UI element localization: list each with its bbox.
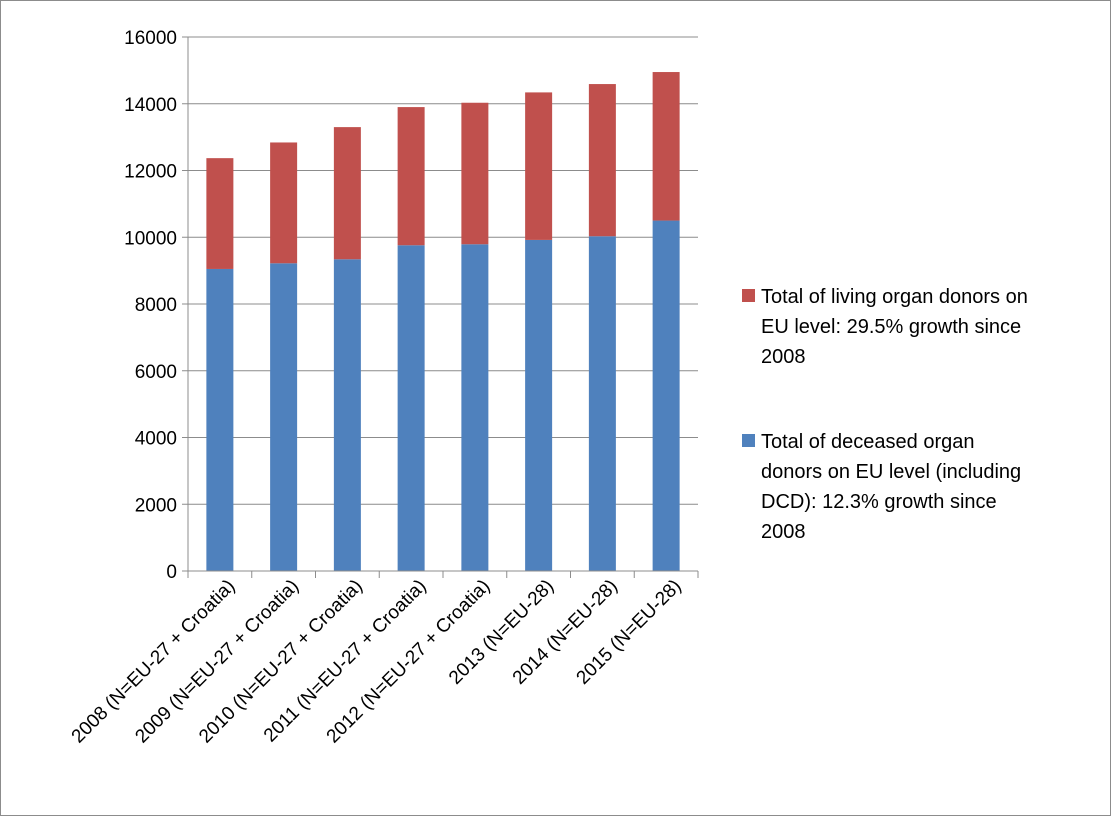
y-tick-label: 0 — [166, 562, 177, 583]
y-tick-label: 4000 — [135, 429, 177, 450]
y-tick-label: 2000 — [135, 495, 177, 516]
x-tick-labels: 2008 (N=EU-27 + Croatia)2009 (N=EU-27 + … — [68, 576, 686, 748]
y-tick-label: 16000 — [124, 28, 177, 49]
y-tick-labels: 0 2000 4000 6000 8000 10000 12000 14000 16000 — [124, 28, 177, 583]
bar-living-donors — [397, 107, 425, 246]
axes — [182, 36, 699, 578]
legend-label: Total of living organ donors on — [761, 286, 1028, 308]
gridlines — [188, 36, 698, 505]
legend-label: EU level: 29.5% growth since — [761, 316, 1021, 338]
bar-living-donors — [588, 84, 616, 237]
bar-deceased-donors — [270, 263, 298, 571]
legend-label: donors on EU level (including — [761, 461, 1021, 483]
bar-deceased-donors — [525, 239, 553, 572]
bar-deceased-donors — [397, 245, 425, 571]
bar-living-donors — [461, 102, 489, 245]
legend: Total of living organ donors on EU level:… — [742, 286, 1028, 543]
bar-living-donors — [206, 158, 234, 269]
bar-deceased-donors — [333, 259, 361, 571]
y-tick-label: 6000 — [135, 362, 177, 383]
legend-label: 2008 — [761, 521, 806, 543]
bar-living-donors — [333, 127, 361, 260]
bar-deceased-donors — [461, 244, 489, 572]
bar-living-donors — [270, 142, 298, 264]
bar-deceased-donors — [652, 220, 680, 571]
legend-label: 2008 — [761, 346, 806, 368]
y-tick-label: 12000 — [124, 162, 177, 183]
legend-swatch-living — [742, 289, 755, 302]
legend-label: Total of deceased organ — [761, 431, 975, 453]
y-tick-label: 8000 — [135, 295, 177, 316]
bar-living-donors — [652, 72, 680, 221]
legend-swatch-deceased — [742, 434, 755, 447]
bar-deceased-donors — [206, 268, 234, 571]
legend-label: DCD): 12.3% growth since — [761, 491, 997, 513]
bar-deceased-donors — [588, 236, 616, 571]
bar-living-donors — [525, 92, 553, 240]
y-tick-label: 14000 — [124, 95, 177, 116]
y-tick-label: 10000 — [124, 228, 177, 249]
bars — [206, 72, 680, 572]
